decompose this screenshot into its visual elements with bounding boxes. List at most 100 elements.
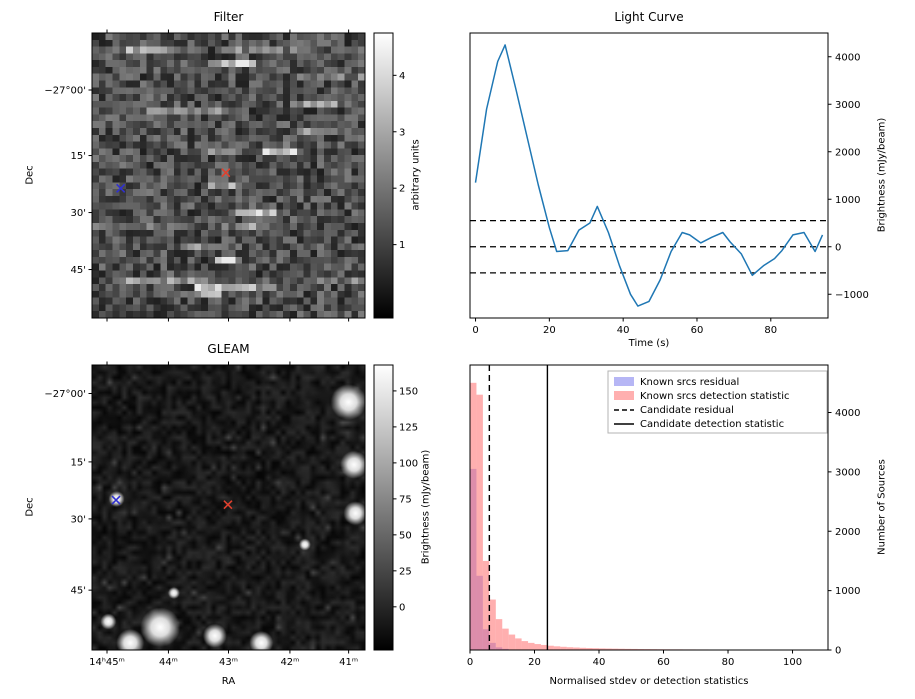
colorbar-tick-label: 2 <box>399 184 405 195</box>
gleam-colorbar-label: Brightness (mJy/beam) <box>420 449 432 565</box>
legend-swatch <box>614 377 634 386</box>
axes-border <box>469 32 829 319</box>
x-tick-label: 40 <box>617 325 630 336</box>
hist-bar <box>573 647 580 650</box>
colorbar-tick-label: 1 <box>399 240 405 251</box>
colorbar-tick-label: 3 <box>399 127 405 138</box>
hist-bar <box>476 394 483 650</box>
hist-bar <box>592 648 600 650</box>
hist-bar <box>624 648 632 650</box>
hist-bar <box>611 648 619 650</box>
y-tick-label: 4000 <box>835 408 860 419</box>
colorbar-tick-label: 25 <box>399 566 412 577</box>
legend-box <box>607 370 828 434</box>
hist-bar <box>489 599 496 650</box>
x-tick-label: 60 <box>657 657 670 668</box>
x-tick-label: 40 <box>593 657 606 668</box>
colorbar-tick-label: 150 <box>399 386 418 397</box>
colorbar <box>373 364 394 651</box>
legend-swatch <box>614 391 634 400</box>
hist-bar <box>495 619 503 650</box>
light-curve-title: Light Curve <box>614 10 684 24</box>
gleam-ylabel: Dec <box>24 497 36 517</box>
y-tick-label: 15' <box>71 457 86 468</box>
hist-bar <box>547 645 554 650</box>
gleam-xlabel: RA <box>221 676 236 687</box>
legend-label: Known srcs detection statistic <box>640 391 789 402</box>
colorbar-tick-label: 75 <box>399 494 412 505</box>
light-curve-ylabel: Brightness (mJy/beam) <box>876 117 888 233</box>
hist-bar <box>540 644 548 650</box>
colorbar-tick-label: 125 <box>399 422 418 433</box>
hist-bar <box>553 646 561 650</box>
x-tick-label: 41ᵐ <box>339 657 358 668</box>
x-tick-label: 20 <box>543 325 556 336</box>
source-marker <box>221 168 231 178</box>
source-marker <box>223 500 233 510</box>
hist-ylabel: Number of Sources <box>876 459 888 555</box>
colorbar <box>373 32 394 319</box>
x-tick-label: 80 <box>764 325 777 336</box>
x-tick-label: 44ᵐ <box>159 657 178 668</box>
x-tick-label: 0 <box>467 657 473 668</box>
hist-bar <box>586 648 593 650</box>
x-tick-label: 43ᵐ <box>219 657 238 668</box>
y-tick-label: 0 <box>835 242 841 253</box>
y-tick-label: −27°00' <box>44 389 86 400</box>
y-tick-label: 30' <box>71 208 86 219</box>
legend-label: Candidate detection statistic <box>640 419 784 430</box>
hist-bar <box>560 646 567 650</box>
hist-bar <box>534 644 541 650</box>
y-tick-label: 1000 <box>835 586 860 597</box>
y-tick-label: 1000 <box>835 195 860 206</box>
colorbar-tick-label: 4 <box>399 71 405 82</box>
hist-xlabel: Normalised stdev or detection statistics <box>549 676 749 687</box>
colorbar-tick-label: 0 <box>399 602 405 613</box>
colorbar-tick-label: 50 <box>399 530 412 541</box>
hist-bar <box>528 642 535 650</box>
y-tick-label: 3000 <box>835 467 860 478</box>
axes-border <box>91 364 366 651</box>
hist-bar <box>605 648 612 650</box>
y-tick-label: 45' <box>71 265 86 276</box>
x-tick-label: 14ʰ45ᵐ <box>89 657 125 668</box>
y-tick-label: −1000 <box>835 290 869 301</box>
legend-label: Candidate residual <box>640 405 734 416</box>
y-tick-label: −27°00' <box>44 86 86 97</box>
y-tick-label: 4000 <box>835 52 860 63</box>
axes-border <box>469 364 829 651</box>
filter-colorbar-label: arbitrary units <box>410 139 422 211</box>
source-marker <box>111 495 121 505</box>
hist-bar <box>599 648 606 650</box>
x-tick-label: 100 <box>783 657 802 668</box>
y-tick-label: 2000 <box>835 527 860 538</box>
y-tick-label: 3000 <box>835 100 860 111</box>
hist-bar <box>618 648 625 650</box>
hist-bar <box>521 641 529 650</box>
x-tick-label: 80 <box>722 657 735 668</box>
y-tick-label: 30' <box>71 514 86 525</box>
filter-ylabel: Dec <box>24 165 36 185</box>
hist-bar <box>508 634 516 650</box>
y-tick-label: 45' <box>71 586 86 597</box>
y-tick-label: 0 <box>835 646 841 657</box>
hist-bar <box>470 382 477 650</box>
legend-label: Known srcs residual <box>640 377 739 388</box>
source-marker <box>116 183 126 193</box>
gleam-image <box>92 365 365 650</box>
filter-title: Filter <box>213 10 244 24</box>
hist-bar <box>515 638 522 650</box>
y-tick-label: 15' <box>71 151 86 162</box>
light-curve-line <box>474 44 824 307</box>
hist-bar <box>566 647 574 650</box>
x-tick-label: 42ᵐ <box>280 657 299 668</box>
hist-bar <box>502 628 509 650</box>
hist-bar <box>579 647 587 650</box>
x-tick-label: 0 <box>472 325 478 336</box>
light-curve-xlabel: Time (s) <box>628 338 670 349</box>
x-tick-label: 20 <box>528 657 541 668</box>
y-tick-label: 2000 <box>835 147 860 158</box>
hist-bar <box>631 648 638 650</box>
